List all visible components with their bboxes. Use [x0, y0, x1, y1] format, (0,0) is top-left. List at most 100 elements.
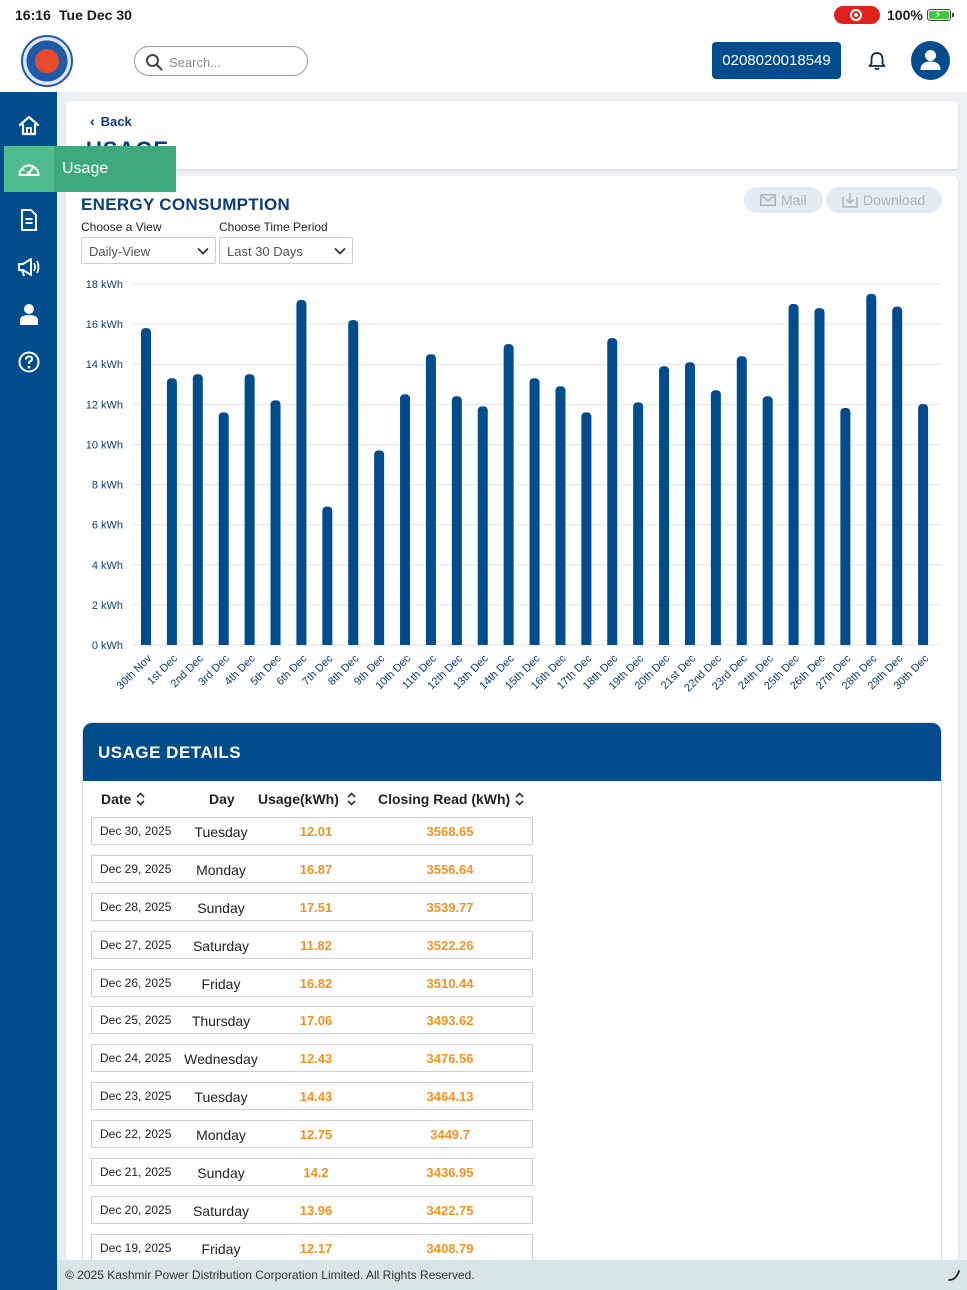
chart-bar[interactable] — [633, 402, 644, 645]
chart-bar[interactable] — [840, 407, 851, 645]
sort-icon — [347, 792, 356, 806]
chart-bar[interactable] — [555, 386, 566, 645]
chart-bar-base — [244, 640, 255, 645]
chart-bar[interactable] — [322, 506, 333, 645]
cell-closing-read: 3510.44 — [426, 976, 474, 991]
chart-bar[interactable] — [141, 328, 151, 645]
chart-bar[interactable] — [451, 396, 462, 645]
chart-bar[interactable] — [607, 338, 618, 645]
column-header-date[interactable]: Date — [101, 791, 145, 807]
cell-date: Dec 27, 2025 — [100, 938, 172, 952]
y-tick-label: 14 kWh — [86, 359, 123, 371]
sidebar — [0, 92, 57, 1290]
search-box[interactable] — [134, 46, 308, 76]
cell-date: Dec 29, 2025 — [100, 862, 172, 876]
chart-bar[interactable] — [425, 354, 436, 645]
chart-bar-base — [892, 640, 903, 645]
search-input[interactable] — [169, 52, 299, 72]
chart-bar-base — [788, 640, 799, 645]
search-icon — [146, 54, 163, 71]
cell-day: Saturday — [192, 1203, 250, 1219]
mail-button[interactable]: Mail — [744, 187, 823, 213]
energy-consumption-title: ENERGY CONSUMPTION — [81, 195, 291, 214]
chart-bar[interactable] — [866, 293, 877, 645]
period-select[interactable]: Last 30 Days — [219, 237, 353, 264]
usage-details-card: USAGE DETAILS Date Day Usage(kWh) Closin… — [82, 722, 942, 1260]
footer: © 2025 Kashmir Power Distribution Corpor… — [57, 1260, 967, 1290]
chart-bar[interactable] — [710, 390, 721, 645]
footer-copyright: © 2025 Kashmir Power Distribution Corpor… — [65, 1268, 475, 1282]
chart-bar[interactable] — [296, 300, 307, 645]
megaphone-icon[interactable] — [16, 254, 42, 280]
chart-bar[interactable] — [892, 306, 903, 645]
table-row: Dec 29, 2025 Monday 16.87 3556.64 — [91, 855, 533, 883]
chart-bar[interactable] — [348, 320, 359, 645]
view-select[interactable]: Daily-View — [81, 237, 216, 264]
screen-record-icon[interactable] — [834, 6, 880, 24]
chart-bar[interactable] — [762, 396, 773, 645]
user-icon[interactable] — [16, 301, 42, 327]
cell-date: Dec 22, 2025 — [100, 1127, 172, 1141]
chart-bar[interactable] — [529, 378, 540, 645]
cell-usage: 12.17 — [299, 1241, 333, 1256]
cell-closing-read: 3464.13 — [426, 1089, 474, 1104]
cell-date: Dec 21, 2025 — [100, 1165, 172, 1179]
cell-date: Dec 26, 2025 — [100, 976, 172, 990]
chart-bar-base — [400, 640, 411, 645]
help-icon[interactable] — [16, 349, 42, 375]
chart-bar-base — [218, 640, 229, 645]
bell-icon[interactable] — [866, 50, 888, 72]
chart-bar[interactable] — [503, 344, 514, 645]
table-row: Dec 22, 2025 Monday 12.75 3449.7 — [91, 1120, 533, 1148]
cell-day: Sunday — [197, 900, 245, 916]
back-button[interactable]: ‹ Back — [90, 113, 132, 129]
table-row: Dec 20, 2025 Saturday 13.96 3422.75 — [91, 1196, 533, 1224]
cell-usage: 11.82 — [300, 938, 332, 953]
cell-day: Monday — [196, 1127, 246, 1143]
chart-bar[interactable] — [166, 378, 177, 645]
cell-day: Monday — [196, 862, 246, 878]
chart-bar[interactable] — [218, 412, 229, 645]
cell-date: Dec 25, 2025 — [100, 1013, 172, 1027]
cell-day: Wednesday — [184, 1051, 258, 1067]
chart-bar-base — [581, 640, 592, 645]
column-header-usage[interactable]: Usage(kWh) — [258, 791, 356, 807]
chart-bar[interactable] — [788, 304, 799, 645]
chart-bar[interactable] — [192, 374, 203, 645]
battery-percent: 100% — [887, 7, 923, 23]
chart-bar[interactable] — [814, 308, 825, 645]
account-number-button[interactable]: 0208020018549 — [712, 42, 841, 79]
usage-details-title: USAGE DETAILS — [98, 743, 242, 762]
chart-bar[interactable] — [270, 400, 281, 645]
home-icon[interactable] — [16, 113, 42, 139]
chart-bar[interactable] — [736, 356, 747, 645]
chart-bar[interactable] — [684, 362, 695, 645]
cell-day: Friday — [201, 976, 241, 992]
download-icon — [842, 193, 858, 208]
chart-bar[interactable] — [477, 406, 488, 645]
view-label: Choose a View — [81, 220, 162, 234]
cell-usage: 14.43 — [299, 1089, 333, 1104]
sidebar-item-usage[interactable]: Usage — [4, 146, 176, 192]
user-avatar-icon[interactable] — [911, 41, 950, 80]
chart-bar-base — [814, 640, 825, 645]
cell-closing-read: 3436.95 — [426, 1165, 474, 1180]
table-row: Dec 26, 2025 Friday 16.82 3510.44 — [91, 969, 533, 997]
column-label-date: Date — [101, 791, 132, 807]
download-button[interactable]: Download — [826, 187, 942, 213]
chart-bar[interactable] — [400, 394, 411, 645]
cell-usage: 16.82 — [299, 976, 333, 991]
cell-usage: 14.2 — [303, 1165, 329, 1180]
chart-bar[interactable] — [659, 366, 670, 645]
chart-bar[interactable] — [918, 404, 929, 645]
column-header-closing-read[interactable]: Closing Read (kWh) — [378, 791, 524, 807]
y-tick-label: 2 kWh — [92, 600, 123, 612]
kpdcl-logo[interactable] — [21, 35, 73, 87]
document-icon[interactable] — [16, 207, 42, 233]
chart-bar[interactable] — [244, 374, 255, 645]
column-label-usage: Usage(kWh) — [258, 791, 339, 807]
chart-bar[interactable] — [581, 412, 592, 645]
chart-bar-base — [451, 640, 462, 645]
chart-bar[interactable] — [374, 450, 385, 645]
chevron-left-icon: ‹ — [90, 113, 95, 129]
